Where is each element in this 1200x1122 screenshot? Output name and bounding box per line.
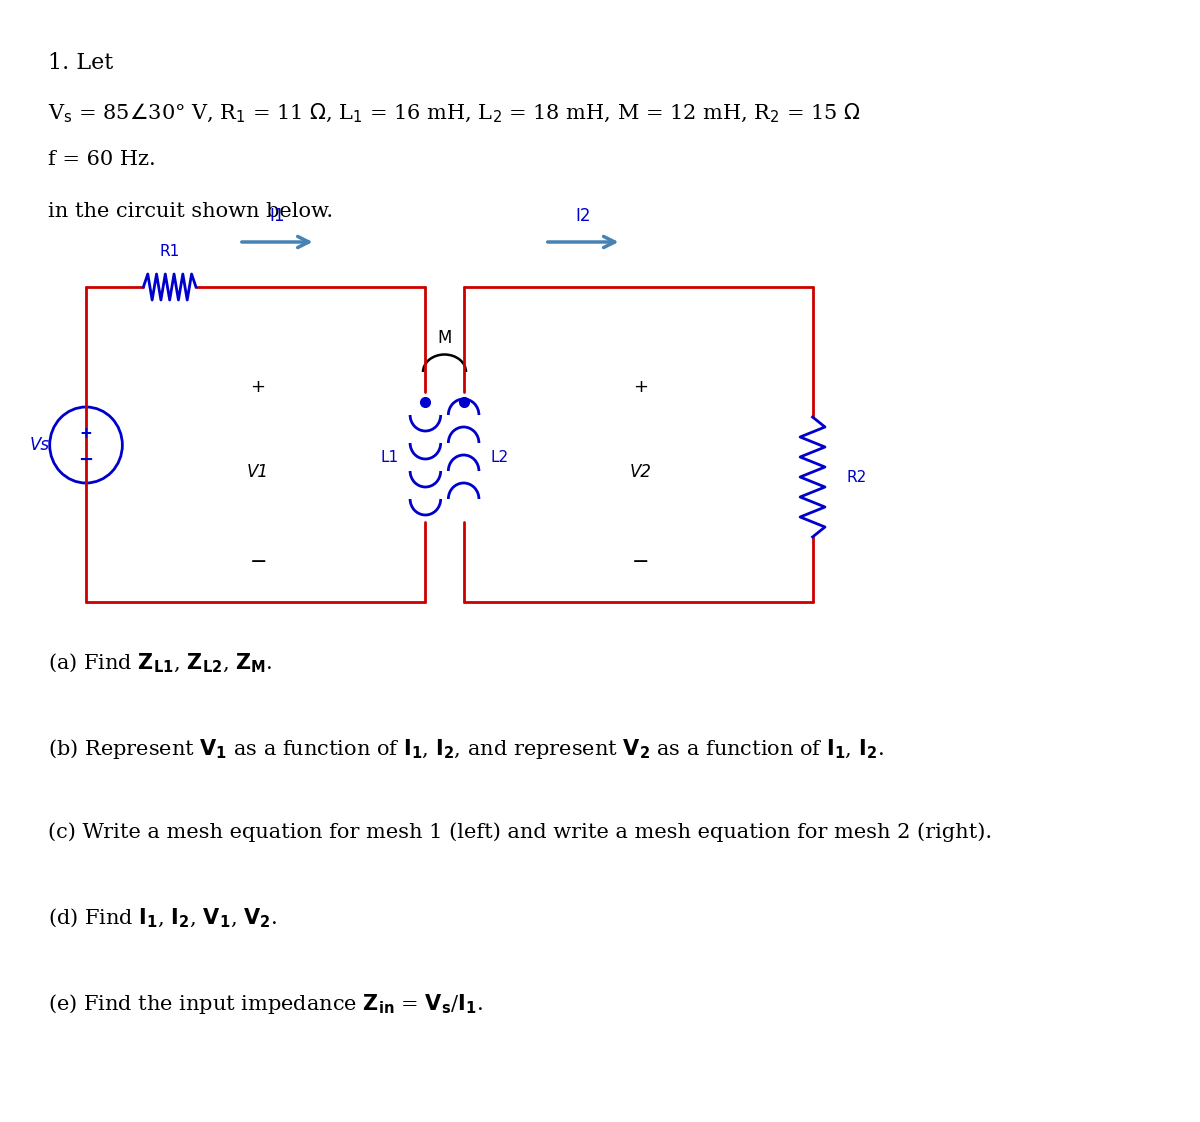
Text: (d) Find $\mathbf{I_1}$, $\mathbf{I_2}$, $\mathbf{V_1}$, $\mathbf{V_2}$.: (d) Find $\mathbf{I_1}$, $\mathbf{I_2}$,… — [48, 907, 277, 930]
Text: V2: V2 — [630, 463, 652, 481]
Text: −: − — [631, 552, 649, 572]
Text: (a) Find $\mathbf{Z}_{\mathbf{L1}}$, $\mathbf{Z}_{\mathbf{L2}}$, $\mathbf{Z}_{\m: (a) Find $\mathbf{Z}_{\mathbf{L1}}$, $\m… — [48, 652, 272, 675]
Text: R2: R2 — [846, 469, 866, 485]
Text: I2: I2 — [575, 206, 590, 226]
Text: −: − — [250, 552, 266, 572]
Text: +: + — [79, 425, 92, 441]
Text: +: + — [632, 378, 648, 396]
Text: V1: V1 — [247, 463, 269, 481]
Text: R1: R1 — [160, 243, 179, 259]
Text: V$_\mathrm{s}$ = 85$\angle$30° V, R$_1$ = 11 $\Omega$, L$_1$ = 16 mH, L$_2$ = 18: V$_\mathrm{s}$ = 85$\angle$30° V, R$_1$ … — [48, 102, 860, 126]
Text: Vs: Vs — [30, 436, 49, 454]
Text: +: + — [251, 378, 265, 396]
Text: I1: I1 — [270, 206, 284, 226]
Text: L1: L1 — [380, 450, 398, 465]
Text: in the circuit shown below.: in the circuit shown below. — [48, 202, 332, 221]
Text: M: M — [437, 329, 451, 347]
Text: (e) Find the input impedance $\mathbf{Z}_{\mathbf{in}}$ = $\mathbf{V_s}$/$\mathb: (e) Find the input impedance $\mathbf{Z}… — [48, 992, 482, 1017]
Text: −: − — [78, 451, 94, 469]
Text: (b) Represent $\mathbf{V_1}$ as a function of $\mathbf{I_1}$, $\mathbf{I_2}$, an: (b) Represent $\mathbf{V_1}$ as a functi… — [48, 737, 883, 761]
Text: 1. Let: 1. Let — [48, 52, 113, 74]
Text: L2: L2 — [491, 450, 509, 465]
Text: (c) Write a mesh equation for mesh 1 (left) and write a mesh equation for mesh 2: (c) Write a mesh equation for mesh 1 (le… — [48, 822, 992, 842]
Text: f = 60 Hz.: f = 60 Hz. — [48, 150, 156, 169]
